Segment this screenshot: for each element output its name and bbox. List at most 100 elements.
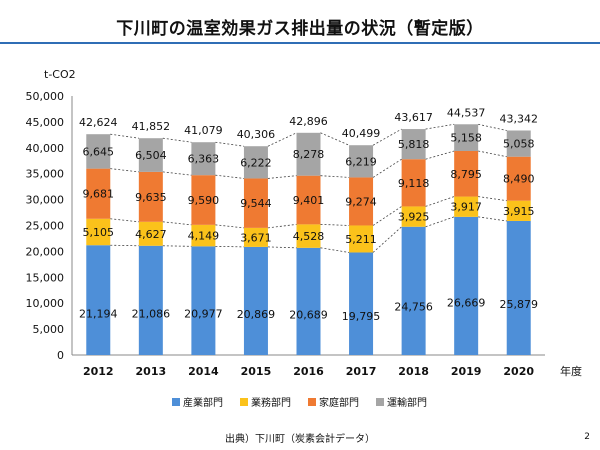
connector-line [162, 171, 192, 176]
bar-segment-2013-0 [138, 245, 163, 355]
data-label: 25,879 [499, 298, 538, 311]
connector-line [215, 224, 244, 229]
connector-line [320, 132, 350, 146]
connector-line [478, 150, 507, 158]
bar-segment-2012-2 [86, 168, 111, 219]
bar-segment-2020-3 [506, 130, 531, 157]
data-label: 3,671 [240, 231, 272, 244]
connector-line [267, 223, 297, 229]
bar-segment-2015-3 [243, 146, 268, 179]
connector-line [110, 218, 139, 223]
y-tick-label: 20,000 [26, 245, 65, 258]
y-tick-label: 40,000 [26, 142, 65, 155]
bar-segment-2014-2 [191, 175, 216, 225]
total-label: 42,896 [289, 115, 328, 128]
data-label: 8,278 [293, 148, 325, 161]
bar-segment-2016-3 [296, 132, 321, 176]
x-tick-label: 2017 [346, 365, 377, 378]
connector-line [162, 221, 192, 226]
connector-line [320, 175, 350, 178]
connector-line [478, 216, 507, 222]
bar-segment-2013-2 [138, 171, 163, 222]
total-label: 43,342 [499, 112, 538, 125]
connector-line [215, 174, 244, 179]
page-number: 2 [584, 432, 590, 442]
bar-segment-2017-2 [349, 177, 374, 226]
legend-label: 業務部門 [251, 396, 291, 409]
bar-segment-2013-3 [138, 138, 163, 172]
legend-label: 家庭部門 [319, 396, 359, 409]
data-label: 20,869 [237, 308, 276, 321]
connector-line [267, 175, 297, 179]
bar-segment-2019-3 [454, 124, 479, 152]
connector-line [425, 196, 455, 207]
bar-segment-2015-0 [243, 246, 268, 355]
bar-segment-2016-2 [296, 175, 321, 225]
connector-line [425, 123, 455, 130]
data-label: 20,977 [184, 308, 223, 321]
x-tick-label: 2018 [398, 365, 429, 378]
x-axis-label: 年度 [560, 364, 582, 378]
stacked-bar-chart: t-CO2 0 5,000 10,000 15,000 20,000 25,000 30,00… [26, 68, 583, 409]
total-label: 43,617 [394, 111, 433, 124]
legend-label: 運輸部門 [387, 396, 427, 409]
y-tick-label: 50,000 [26, 90, 65, 103]
bar-segment-2014-3 [191, 142, 216, 176]
x-tick-label: 2014 [188, 365, 219, 378]
bar-segment-2020-0 [506, 220, 531, 355]
total-label: 40,306 [237, 128, 276, 141]
data-label: 9,681 [83, 188, 115, 201]
legend-swatch-3 [376, 398, 384, 406]
bar-segment-2012-1 [86, 218, 111, 246]
total-label: 41,079 [184, 124, 223, 137]
data-label: 8,795 [450, 168, 482, 181]
y-tick-label: 25,000 [26, 220, 65, 233]
connector-line [320, 223, 350, 226]
bar-segment-2017-0 [349, 252, 374, 355]
connector-line [267, 132, 297, 147]
legend-label: 産業部門 [183, 396, 223, 409]
y-tick-label: 35,000 [26, 168, 65, 181]
page-title: 下川町の温室効果ガス排出量の状況（暫定版） [116, 19, 484, 39]
total-label: 41,852 [132, 120, 171, 133]
data-label: 9,401 [293, 194, 325, 207]
x-tick-label: 2015 [241, 365, 272, 378]
data-label: 9,544 [240, 197, 272, 210]
connector-line [162, 245, 192, 247]
bar-segment-2020-2 [506, 156, 531, 201]
data-label: 20,689 [289, 308, 328, 321]
x-tick-label: 2012 [83, 365, 114, 378]
connector-line [425, 216, 455, 228]
data-label: 9,635 [135, 191, 167, 204]
data-label: 8,490 [503, 173, 535, 186]
bar-segment-2018-2 [401, 159, 426, 207]
total-label: 42,624 [79, 116, 118, 129]
data-label: 5,058 [503, 138, 535, 151]
data-label: 26,669 [447, 297, 486, 310]
bar-segment-2012-3 [86, 134, 111, 169]
connector-line [425, 150, 455, 160]
bar-segment-2014-1 [191, 224, 216, 247]
connector-line [162, 137, 192, 143]
connector-line [372, 128, 402, 146]
connector-line [267, 246, 297, 249]
connector-line [372, 206, 402, 226]
y-tick-label: 30,000 [26, 194, 65, 207]
x-tick-label: 2013 [136, 365, 167, 378]
bar-segment-2016-1 [296, 224, 321, 248]
legend-swatch-2 [308, 398, 316, 406]
y-tick-label: 15,000 [26, 271, 65, 284]
connector-line [478, 196, 507, 202]
data-label: 6,222 [240, 156, 272, 169]
data-label: 5,818 [398, 138, 430, 151]
x-tick-label: 2016 [293, 365, 324, 378]
bar-segment-2020-1 [506, 200, 531, 221]
data-label: 6,645 [83, 145, 115, 158]
data-label: 19,795 [342, 310, 381, 323]
legend-swatch-0 [172, 398, 180, 406]
connector-line [215, 245, 244, 248]
data-label: 4,528 [293, 230, 325, 243]
y-tick-label: 10,000 [26, 297, 65, 310]
bar-segment-2016-0 [296, 247, 321, 355]
data-label: 4,149 [188, 230, 220, 243]
